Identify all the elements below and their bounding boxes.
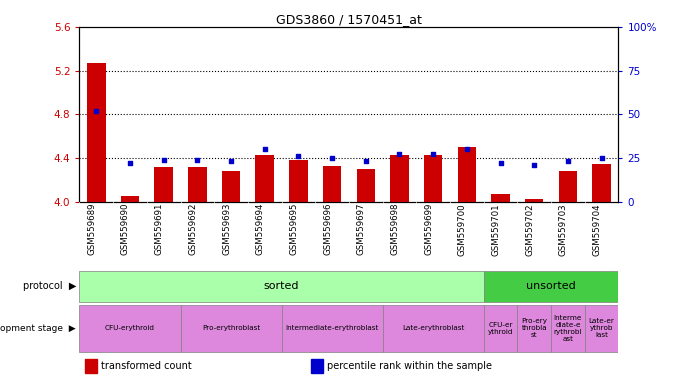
Point bbox=[562, 158, 574, 164]
Point bbox=[360, 158, 371, 164]
Text: percentile rank within the sample: percentile rank within the sample bbox=[328, 361, 493, 371]
Text: GSM559693: GSM559693 bbox=[222, 203, 231, 255]
Text: Pro-ery
throbla
st: Pro-ery throbla st bbox=[521, 318, 547, 338]
Text: GSM559692: GSM559692 bbox=[189, 203, 198, 255]
Point bbox=[124, 160, 135, 166]
Bar bbox=[180, 305, 281, 352]
Text: Late-er
ythrob
last: Late-er ythrob last bbox=[589, 318, 614, 338]
Bar bbox=[518, 305, 551, 352]
Text: protocol  ▶: protocol ▶ bbox=[23, 281, 76, 291]
Text: development stage  ▶: development stage ▶ bbox=[0, 324, 76, 333]
Text: GSM559703: GSM559703 bbox=[559, 203, 568, 256]
Point bbox=[394, 151, 405, 157]
Bar bbox=[85, 359, 97, 373]
Point bbox=[158, 157, 169, 163]
Text: CFU-er
ythroid: CFU-er ythroid bbox=[488, 322, 513, 335]
Point bbox=[91, 108, 102, 114]
Bar bbox=[491, 194, 510, 202]
Bar bbox=[79, 270, 484, 302]
Bar bbox=[383, 305, 484, 352]
Text: Intermediate-erythroblast: Intermediate-erythroblast bbox=[285, 325, 379, 331]
Point bbox=[192, 157, 203, 163]
Text: Interme
diate-e
rythrobl
ast: Interme diate-e rythrobl ast bbox=[553, 315, 582, 342]
Point bbox=[596, 155, 607, 161]
Text: GSM559695: GSM559695 bbox=[290, 203, 299, 255]
Text: GSM559691: GSM559691 bbox=[155, 203, 164, 255]
Text: GSM559697: GSM559697 bbox=[357, 203, 366, 255]
Bar bbox=[282, 305, 383, 352]
Bar bbox=[222, 171, 240, 202]
Point bbox=[293, 153, 304, 159]
Text: GSM559698: GSM559698 bbox=[390, 203, 399, 255]
Bar bbox=[323, 166, 341, 202]
Bar bbox=[390, 155, 409, 202]
Bar bbox=[154, 167, 173, 202]
Bar bbox=[87, 63, 106, 202]
Text: GSM559701: GSM559701 bbox=[491, 203, 500, 256]
Point bbox=[327, 155, 338, 161]
Text: GSM559689: GSM559689 bbox=[87, 203, 96, 255]
Bar bbox=[551, 305, 585, 352]
Bar bbox=[256, 155, 274, 202]
Bar bbox=[121, 196, 140, 202]
Point bbox=[462, 146, 473, 152]
Bar bbox=[525, 199, 544, 202]
Bar bbox=[424, 155, 442, 202]
Text: GSM559690: GSM559690 bbox=[121, 203, 130, 255]
Bar bbox=[457, 147, 476, 202]
Point bbox=[225, 158, 236, 164]
Bar bbox=[592, 164, 611, 202]
Text: Late-erythroblast: Late-erythroblast bbox=[402, 325, 464, 331]
Text: Pro-erythroblast: Pro-erythroblast bbox=[202, 325, 261, 331]
Text: GSM559700: GSM559700 bbox=[458, 203, 467, 256]
Text: GSM559694: GSM559694 bbox=[256, 203, 265, 255]
Text: sorted: sorted bbox=[264, 281, 299, 291]
Point bbox=[495, 160, 506, 166]
Text: CFU-erythroid: CFU-erythroid bbox=[105, 325, 155, 331]
Text: GSM559704: GSM559704 bbox=[593, 203, 602, 256]
Title: GDS3860 / 1570451_at: GDS3860 / 1570451_at bbox=[276, 13, 422, 26]
Text: transformed count: transformed count bbox=[101, 361, 192, 371]
Bar bbox=[558, 171, 577, 202]
Point bbox=[259, 146, 270, 152]
Text: GSM559699: GSM559699 bbox=[424, 203, 433, 255]
Point bbox=[529, 162, 540, 168]
Bar bbox=[188, 167, 207, 202]
Bar bbox=[311, 359, 323, 373]
Bar bbox=[585, 305, 618, 352]
Bar bbox=[289, 160, 307, 202]
Bar bbox=[79, 305, 180, 352]
Text: GSM559702: GSM559702 bbox=[525, 203, 534, 256]
Bar bbox=[484, 305, 518, 352]
Point bbox=[428, 151, 439, 157]
Text: GSM559696: GSM559696 bbox=[323, 203, 332, 255]
Text: unsorted: unsorted bbox=[527, 281, 576, 291]
Bar bbox=[484, 270, 618, 302]
Bar bbox=[357, 169, 375, 202]
